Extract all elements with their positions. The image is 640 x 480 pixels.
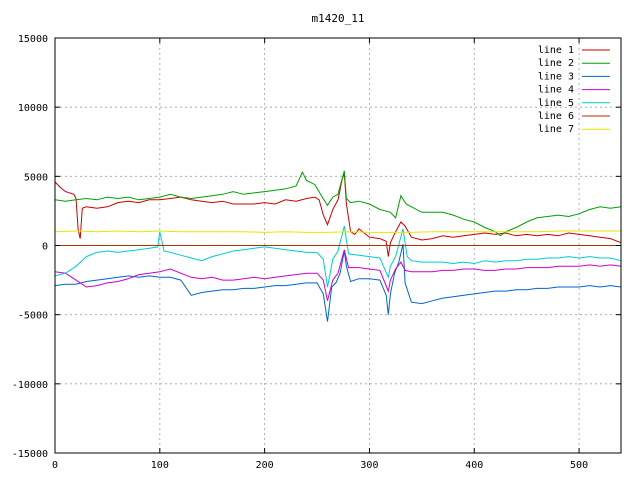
y-tick-label: -10000 bbox=[12, 380, 48, 391]
legend-label: line 4 bbox=[538, 85, 574, 96]
legend-label: line 1 bbox=[538, 45, 574, 56]
x-tick-label: 300 bbox=[360, 460, 378, 471]
x-tick-label: 500 bbox=[570, 460, 588, 471]
y-tick-label: 5000 bbox=[24, 172, 48, 183]
series-group bbox=[54, 170, 622, 322]
axis-ticks: 0 100 200 300 400 500 -15000 -10000 -5000 0 5000 10… bbox=[12, 34, 621, 471]
legend-label: line 7 bbox=[538, 124, 574, 135]
x-tick-label: 100 bbox=[151, 460, 169, 471]
legend-label: line 2 bbox=[538, 58, 574, 69]
series-line-3 bbox=[54, 243, 622, 322]
x-tick-label: 0 bbox=[52, 460, 58, 471]
y-tick-label: -5000 bbox=[18, 311, 48, 322]
series-line-1 bbox=[54, 173, 622, 257]
y-tick-label: 15000 bbox=[18, 34, 48, 45]
series-line-7 bbox=[54, 230, 621, 233]
chart-title: m1420_11 bbox=[312, 12, 365, 25]
x-tick-label: 200 bbox=[256, 460, 274, 471]
series-line-2 bbox=[54, 170, 622, 237]
series-line-4 bbox=[54, 249, 622, 301]
y-tick-label: 0 bbox=[42, 242, 48, 253]
legend-label: line 5 bbox=[538, 98, 574, 109]
legend-label: line 3 bbox=[538, 71, 574, 82]
y-tick-label: 10000 bbox=[18, 103, 48, 114]
series-line-5 bbox=[54, 225, 622, 288]
legend: line 1 line 2 line 3 line 4 line 5 line 6 line… bbox=[538, 45, 610, 135]
y-tick-label: -15000 bbox=[12, 449, 48, 460]
legend-label: line 6 bbox=[538, 111, 574, 122]
x-tick-label: 400 bbox=[465, 460, 483, 471]
